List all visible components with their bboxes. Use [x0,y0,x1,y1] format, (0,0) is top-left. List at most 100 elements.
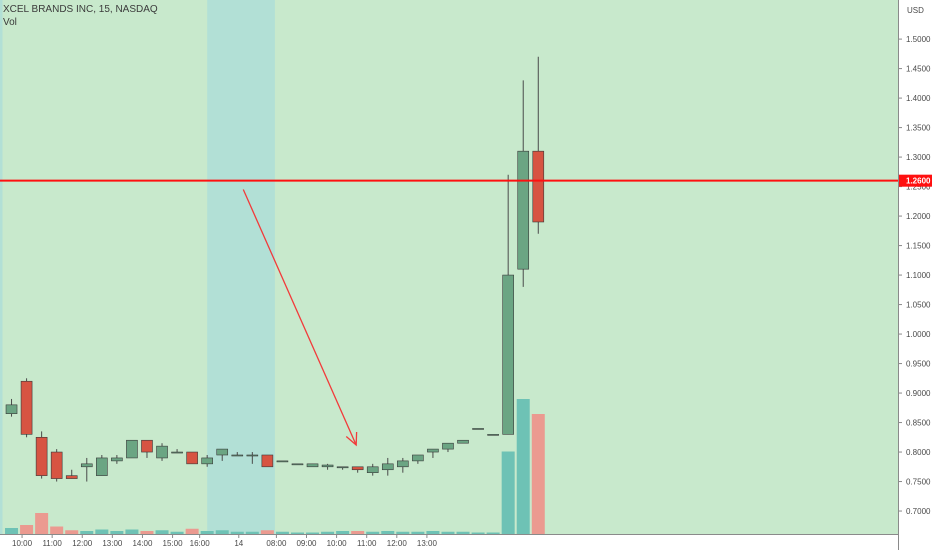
price-tick-label: 1.2000 [906,212,931,221]
candle-body [517,150,530,270]
volume-bar [290,532,304,534]
candle-body [532,150,545,223]
volume-bar [456,531,470,534]
candle-body [156,445,168,459]
candle-body [397,460,409,468]
price-tick-label: 1.2500 [906,183,931,192]
time-tick-label: 12:00 [72,539,93,548]
candle-body [502,274,514,435]
candle-body [381,463,394,471]
volume-legend-label[interactable]: Vol [3,17,17,28]
volume-bar [140,531,154,534]
candle-body [427,448,439,453]
arrow-annotation-line [242,189,357,446]
volume-bar [396,531,410,534]
candle-body [201,457,213,465]
volume-bar [20,525,34,534]
candle-body [291,463,304,466]
price-tick-label: 0.9000 [906,389,931,398]
currency-label: USD [907,6,924,15]
volume-bar [516,399,530,534]
horizontal-level-label: 1.2600 [906,177,931,186]
volume-bar [170,531,184,534]
candle-body [276,460,289,463]
candle-body [96,457,108,476]
volume-bar [321,531,335,534]
candle-body [141,439,153,453]
time-tick-label: 10:00 [12,539,33,548]
volume-bar [275,531,289,534]
volume-bar [411,531,425,534]
candle-body [412,454,424,462]
price-tick-label: 1.1000 [906,271,931,280]
time-tick-label: 08:00 [266,539,287,548]
time-tick-label: 16:00 [190,539,211,548]
price-tick-label: 0.7000 [906,507,931,516]
time-tick-label: 14 [234,539,243,548]
volume-bar [50,526,64,534]
candle-body [306,463,319,468]
candle-body [366,466,379,473]
volume-bar [125,529,139,534]
candle-body [261,454,274,468]
volume-bar [215,530,229,534]
horizontal-level-tag [899,174,932,187]
volume-bar [230,531,244,534]
time-tick-label: 09:00 [296,539,317,548]
volume-bar [80,531,94,534]
volume-bar [35,513,49,534]
chart-legend: XCEL BRANDS INC, 15, NASDAQ Vol [3,3,158,29]
price-tick-label: 1.3000 [906,153,931,162]
volume-bar [65,530,79,534]
time-axis-panel [0,534,898,550]
candle-body [457,439,469,444]
time-tick-label: 11:00 [42,539,62,548]
volume-bar [155,530,169,534]
time-tick-label: 13:00 [102,539,123,548]
volume-bar [200,531,214,534]
candle-body [186,451,198,465]
candle-body [351,466,364,471]
candle-body [442,442,454,450]
time-tick-label: 15:00 [163,539,184,548]
candle-body [111,457,123,462]
candle-body [321,464,334,468]
candle-body [50,451,63,479]
volume-bar [306,532,320,534]
candle-body [5,404,18,414]
time-tick-label: 11:00 [357,539,377,548]
price-tick-label: 1.0500 [906,301,931,310]
candle-body [487,434,499,436]
price-tick-label: 1.4000 [906,94,931,103]
volume-bar [351,531,365,534]
price-tick-label: 0.9500 [906,360,931,369]
price-tick-label: 0.8000 [906,448,931,457]
price-tick-label: 1.5000 [906,35,931,44]
volume-bar [531,414,545,534]
price-tick-label: 1.4500 [906,65,931,74]
price-tick-label: 0.8500 [906,419,931,428]
volume-bar [5,528,19,534]
volume-bar [336,531,350,534]
candle-body [20,380,33,435]
volume-bar [471,532,485,534]
candle-body [126,439,138,459]
volume-bar [441,531,455,534]
price-axis-panel [898,0,932,550]
volume-bar [426,531,440,534]
time-tick-label: 13:00 [417,539,438,548]
candle-body [216,448,229,456]
volume-bar [185,528,199,534]
symbol-title[interactable]: XCEL BRANDS INC, 15, NASDAQ [3,4,158,15]
candle-body [246,454,259,457]
time-tick-label: 12:00 [387,539,408,548]
volume-bar [260,530,274,534]
candle-body [65,475,78,479]
candle-body [231,454,244,457]
candle-body [80,463,93,468]
volume-bar [245,531,259,534]
candle-body [472,428,484,430]
volume-bar [486,532,500,534]
